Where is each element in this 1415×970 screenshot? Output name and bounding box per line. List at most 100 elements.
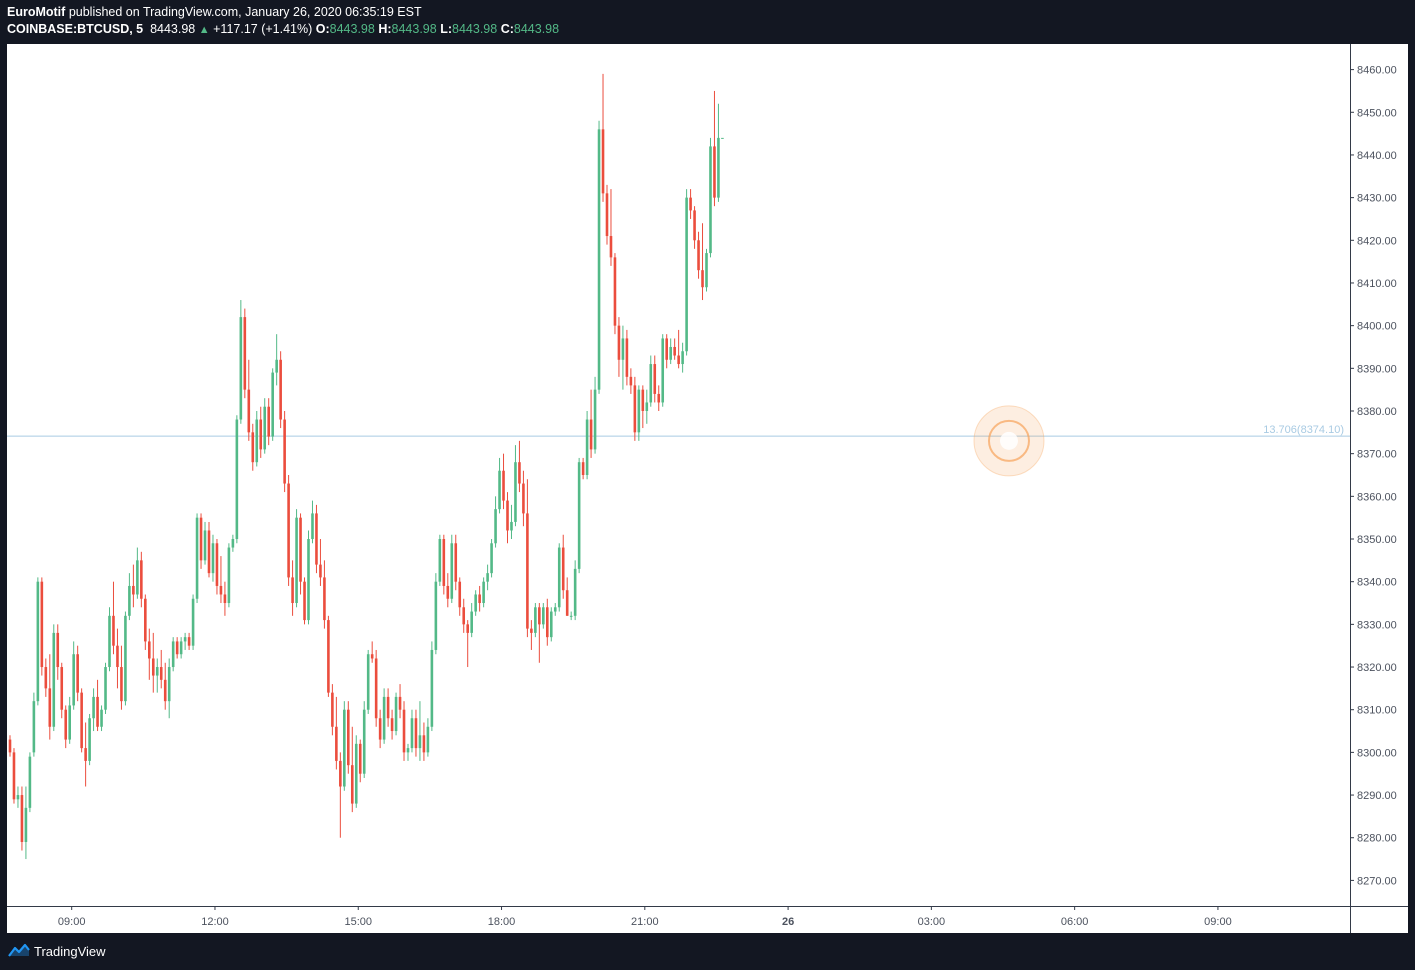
candle-down — [116, 628, 119, 689]
candle-up — [231, 534, 235, 552]
candle-body — [247, 389, 251, 433]
candle-down — [617, 317, 621, 377]
candle-body — [303, 581, 306, 621]
candle-body — [494, 509, 497, 544]
candle-down — [48, 654, 52, 740]
candle-up — [362, 701, 366, 778]
candle-up — [573, 560, 577, 621]
footer-brand[interactable]: TradingView — [34, 944, 106, 959]
candle-down — [609, 189, 613, 266]
candle-down — [247, 359, 251, 441]
candle-body — [685, 197, 688, 352]
candle-down — [673, 338, 676, 360]
price-tick-label: 8370.00 — [1357, 449, 1397, 461]
candle-body — [347, 709, 350, 766]
candle-body — [414, 718, 418, 749]
candle-body — [498, 470, 501, 510]
candle-down — [151, 632, 155, 693]
candle-up — [211, 534, 215, 582]
candle-body — [486, 573, 489, 582]
candle-body — [573, 568, 577, 616]
candle-body — [84, 748, 87, 761]
candle-body — [339, 760, 342, 787]
candle-down — [80, 688, 83, 753]
candle-down — [538, 603, 541, 663]
candle-body — [430, 649, 434, 727]
candle-body — [418, 735, 422, 749]
price-tick-label: 8360.00 — [1357, 491, 1397, 503]
candle-up — [681, 342, 684, 373]
candle-body — [219, 585, 223, 595]
candle-body — [434, 581, 438, 650]
candle-up — [183, 632, 187, 650]
chart-header: EuroMotif published on TradingView.com, … — [0, 0, 1415, 42]
candle-down — [625, 329, 629, 386]
candle-body — [171, 641, 175, 668]
tradingview-logo-icon[interactable] — [8, 942, 30, 958]
candle-body — [291, 577, 294, 604]
high-value: 8443.98 — [391, 22, 437, 36]
candle-down — [64, 705, 68, 749]
candle-body — [275, 359, 278, 373]
candle-body — [32, 701, 36, 753]
candle-up — [717, 103, 720, 202]
candle-down — [331, 684, 334, 736]
candle-up — [235, 415, 239, 544]
candle-up — [271, 368, 274, 441]
candle-body — [315, 513, 318, 565]
price-tick-label: 8410.00 — [1357, 278, 1397, 290]
candle-body — [605, 193, 609, 237]
candles-group — [8, 73, 724, 860]
price-change: +117.17 (+1.41%) — [213, 22, 313, 36]
candle-down — [665, 334, 668, 369]
candle-down — [219, 556, 223, 604]
candle-body — [450, 543, 454, 599]
candle-down — [8, 735, 12, 757]
candle-body — [462, 607, 466, 625]
candle-up — [108, 607, 111, 672]
candle-up — [514, 445, 517, 527]
candle-body — [72, 654, 75, 706]
candle-down — [402, 701, 406, 761]
close-label: C: — [500, 22, 514, 36]
price-tick-label: 8450.00 — [1357, 107, 1397, 119]
candle-up — [295, 509, 298, 608]
candle-body — [657, 393, 661, 403]
author-name[interactable]: EuroMotif — [7, 5, 66, 19]
time-axis[interactable]: 09:00 12:00 15:00 18:00 21:00 26 03:00 06:00 09:… — [7, 906, 1408, 928]
time-tick-label: 12:00 — [201, 916, 229, 928]
candle-body — [382, 696, 386, 740]
candle-up — [661, 334, 665, 407]
candle-up — [597, 120, 601, 394]
price-axis[interactable]: 8270.00 8280.00 8290.00 8300.00 8310.00 8320.… — [1350, 44, 1397, 933]
candle-body — [378, 718, 382, 740]
time-tick-label: 26 — [782, 916, 794, 928]
candle-down — [378, 709, 382, 749]
candle-up — [275, 334, 278, 386]
candle-up — [438, 534, 442, 586]
candlestick-chart[interactable]: 13.706(8374.10) 8270.00 8280.00 8290.00 830… — [7, 44, 1408, 933]
candle-body — [717, 137, 720, 198]
candle-up — [366, 649, 370, 714]
candle-up — [669, 338, 672, 365]
candle-body — [366, 654, 370, 710]
candle-body — [163, 679, 167, 702]
candle-body — [370, 654, 374, 659]
candle-down — [148, 628, 151, 680]
candle-up — [470, 603, 473, 638]
price-tick-label: 8420.00 — [1357, 235, 1397, 247]
candle-body — [402, 709, 406, 753]
candle-down — [215, 539, 219, 595]
candle-body — [175, 641, 179, 655]
candle-down — [697, 231, 700, 279]
candle-body — [307, 539, 310, 621]
candle-body — [140, 560, 143, 599]
close-value: 8443.98 — [513, 22, 560, 36]
horizontal-line-group: 13.706(8374.10) — [7, 424, 1350, 437]
candle-down — [398, 684, 402, 719]
chart-area[interactable]: 13.706(8374.10) 8270.00 8280.00 8290.00 830… — [7, 44, 1408, 933]
candle-body — [641, 389, 645, 411]
candle-body — [195, 517, 199, 599]
candle-body — [311, 513, 314, 540]
candle-body — [12, 752, 16, 800]
